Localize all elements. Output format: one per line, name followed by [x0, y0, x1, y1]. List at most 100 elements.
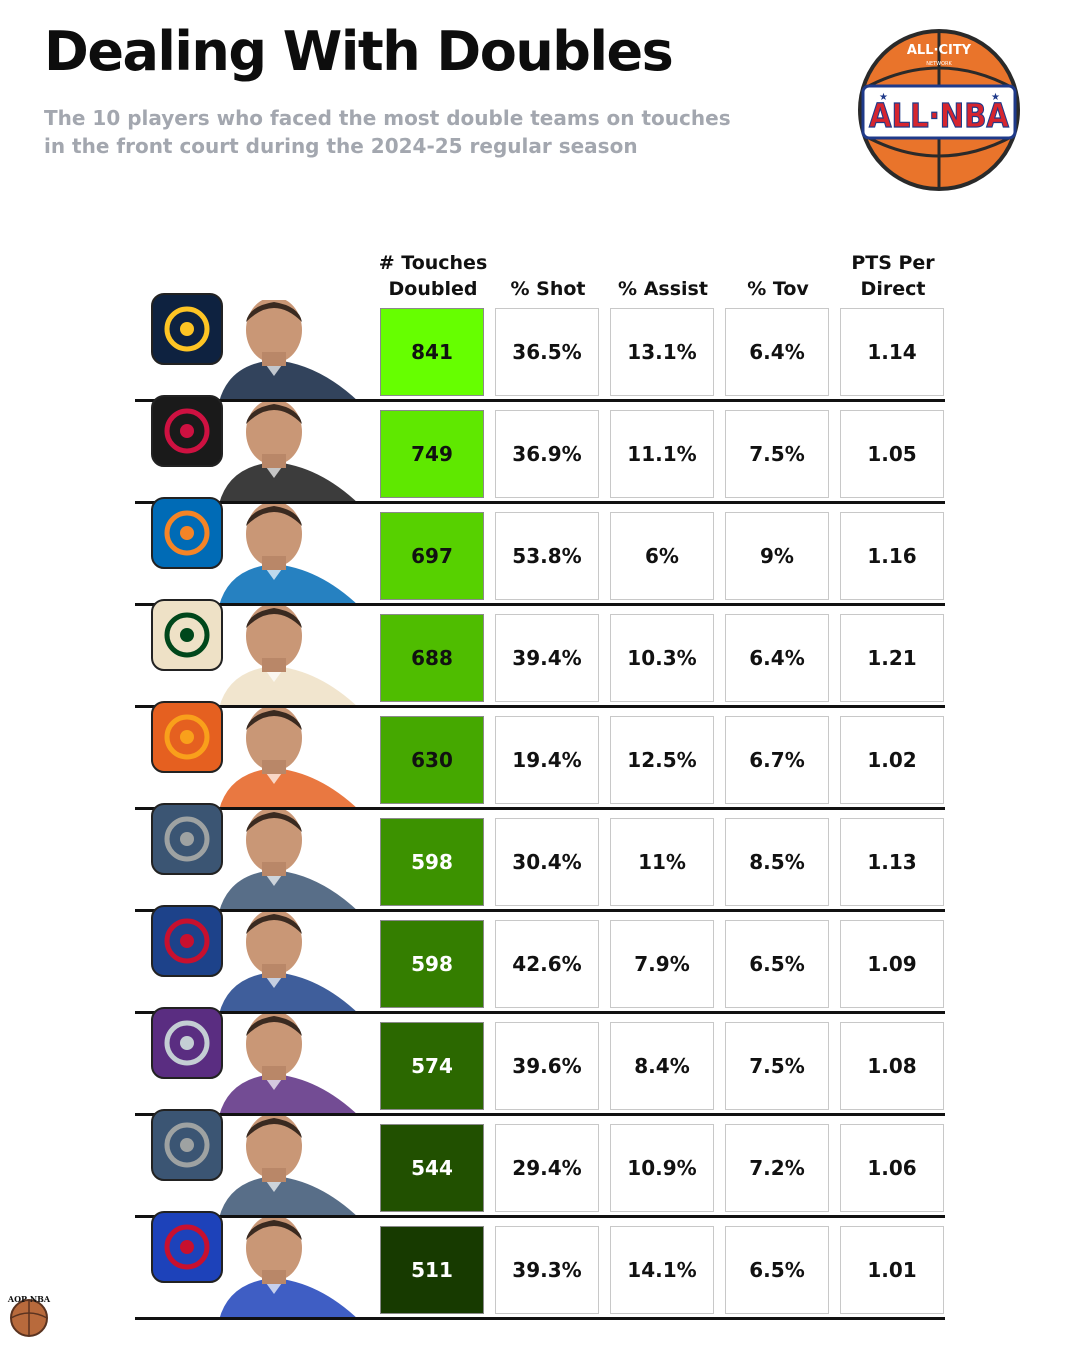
assist-cell: 6% — [610, 512, 714, 600]
page-subtitle: The 10 players who faced the most double… — [44, 106, 731, 158]
touches-cell: 598 — [380, 920, 484, 1008]
tov-cell: 6.7% — [725, 716, 829, 804]
table-row: 749 36.9% 11.1% 7.5% 1.05 — [135, 395, 945, 504]
player-photo — [219, 606, 359, 708]
svg-text:★: ★ — [879, 92, 888, 103]
row-divider — [135, 603, 945, 606]
header-shot-pct: % Shot — [510, 278, 586, 300]
row-divider — [135, 1215, 945, 1218]
logo-top-text: ALL·CITY — [907, 43, 972, 58]
assist-cell: 11.1% — [610, 410, 714, 498]
team-logo-icon — [151, 905, 223, 977]
table-row: 598 30.4% 11% 8.5% 1.13 — [135, 803, 945, 912]
player-photo — [219, 708, 359, 810]
row-divider — [135, 807, 945, 810]
touches-cell: 598 — [380, 818, 484, 906]
logo-network-text: NETWORK — [926, 61, 952, 67]
svg-text:★: ★ — [991, 92, 1000, 103]
player-photo — [219, 1218, 359, 1320]
row-divider — [135, 909, 945, 912]
team-logo-icon — [151, 1007, 223, 1079]
logo-main-text: ALL·NBA — [869, 96, 1009, 135]
shot-cell: 29.4% — [495, 1124, 599, 1212]
assist-cell: 8.4% — [610, 1022, 714, 1110]
aop-nba-watermark: AOP NBA — [7, 1294, 51, 1337]
team-logo-icon — [151, 701, 223, 773]
player-photo — [219, 300, 359, 402]
pts-cell: 1.01 — [840, 1226, 944, 1314]
tov-cell: 7.5% — [725, 1022, 829, 1110]
watermark-text: AOP NBA — [7, 1294, 51, 1304]
team-logo-icon — [151, 803, 223, 875]
pts-cell: 1.02 — [840, 716, 944, 804]
player-photo — [219, 504, 359, 606]
table-row: 598 42.6% 7.9% 6.5% 1.09 — [135, 905, 945, 1014]
pts-cell: 1.14 — [840, 308, 944, 396]
team-logo-icon — [151, 1109, 223, 1181]
row-divider — [135, 1317, 945, 1320]
pts-cell: 1.13 — [840, 818, 944, 906]
pts-cell: 1.09 — [840, 920, 944, 1008]
header-touches-doubled: # Touches Doubled — [378, 252, 488, 300]
touches-cell: 697 — [380, 512, 484, 600]
tov-cell: 7.5% — [725, 410, 829, 498]
player-photo — [219, 1014, 359, 1116]
shot-cell: 19.4% — [495, 716, 599, 804]
row-divider — [135, 705, 945, 708]
row-divider — [135, 399, 945, 402]
assist-cell: 10.9% — [610, 1124, 714, 1212]
assist-cell: 14.1% — [610, 1226, 714, 1314]
assist-cell: 7.9% — [610, 920, 714, 1008]
team-logo-icon — [151, 1211, 223, 1283]
header-assist-pct: % Assist — [618, 278, 708, 300]
pts-cell: 1.21 — [840, 614, 944, 702]
table-row: 841 36.5% 13.1% 6.4% 1.14 — [135, 293, 945, 402]
touches-cell: 630 — [380, 716, 484, 804]
row-divider — [135, 1113, 945, 1116]
table-row: 574 39.6% 8.4% 7.5% 1.08 — [135, 1007, 945, 1116]
all-nba-logo: ALL·CITY NETWORK ALL·NBA ★ ★ — [858, 29, 1020, 191]
team-logo-icon — [151, 599, 223, 671]
tov-cell: 6.4% — [725, 308, 829, 396]
team-logo-icon — [151, 293, 223, 365]
tov-cell: 7.2% — [725, 1124, 829, 1212]
table-row: 697 53.8% 6% 9% 1.16 — [135, 497, 945, 606]
assist-cell: 13.1% — [610, 308, 714, 396]
header-tov-pct: % Tov — [747, 278, 809, 300]
team-logo-icon — [151, 395, 223, 467]
table-row: 688 39.4% 10.3% 6.4% 1.21 — [135, 599, 945, 708]
player-photo — [219, 810, 359, 912]
touches-cell: 749 — [380, 410, 484, 498]
pts-cell: 1.08 — [840, 1022, 944, 1110]
touches-cell: 511 — [380, 1226, 484, 1314]
shot-cell: 42.6% — [495, 920, 599, 1008]
player-photo — [219, 912, 359, 1014]
tov-cell: 6.5% — [725, 920, 829, 1008]
shot-cell: 39.3% — [495, 1226, 599, 1314]
touches-cell: 544 — [380, 1124, 484, 1212]
player-photo — [219, 402, 359, 504]
team-logo-icon — [151, 497, 223, 569]
assist-cell: 11% — [610, 818, 714, 906]
shot-cell: 39.6% — [495, 1022, 599, 1110]
tov-cell: 9% — [725, 512, 829, 600]
table-row: 544 29.4% 10.9% 7.2% 1.06 — [135, 1109, 945, 1218]
shot-cell: 53.8% — [495, 512, 599, 600]
touches-cell: 688 — [380, 614, 484, 702]
shot-cell: 36.5% — [495, 308, 599, 396]
player-photo — [219, 1116, 359, 1218]
table-row: 630 19.4% 12.5% 6.7% 1.02 — [135, 701, 945, 810]
tov-cell: 8.5% — [725, 818, 829, 906]
touches-cell: 841 — [380, 308, 484, 396]
shot-cell: 30.4% — [495, 818, 599, 906]
pts-cell: 1.05 — [840, 410, 944, 498]
shot-cell: 39.4% — [495, 614, 599, 702]
touches-cell: 574 — [380, 1022, 484, 1110]
assist-cell: 10.3% — [610, 614, 714, 702]
pts-cell: 1.06 — [840, 1124, 944, 1212]
row-divider — [135, 1011, 945, 1014]
tov-cell: 6.4% — [725, 614, 829, 702]
assist-cell: 12.5% — [610, 716, 714, 804]
row-divider — [135, 501, 945, 504]
header-pts-per-direct: PTS Per Direct — [851, 252, 935, 300]
